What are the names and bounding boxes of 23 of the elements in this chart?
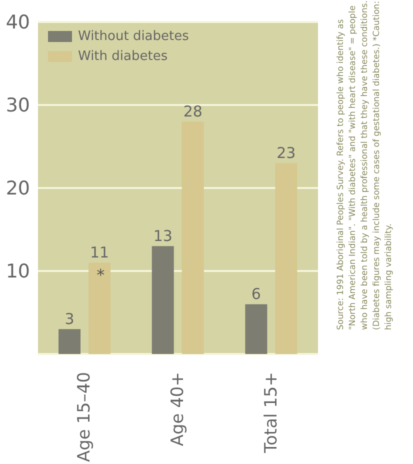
- x-tick-label: Total 15+: [261, 372, 282, 454]
- bar: [182, 122, 204, 354]
- bar: [88, 262, 111, 354]
- annotation: *: [96, 266, 105, 285]
- bar: [58, 329, 81, 354]
- y-tick-label: 10: [6, 260, 30, 283]
- bar: [245, 304, 268, 354]
- x-tick-label: Age 15–40: [74, 372, 95, 462]
- data-label: 23: [276, 144, 296, 162]
- legend-label: With diabetes: [78, 48, 168, 64]
- y-tick-label: 30: [6, 94, 30, 117]
- x-tick-label: Age 40+: [168, 372, 188, 446]
- y-tick-label: 40: [6, 12, 30, 34]
- bar: [275, 163, 298, 354]
- data-label: 28: [183, 102, 202, 121]
- data-label: 11: [90, 244, 110, 262]
- data-label: 13: [153, 227, 172, 246]
- data-label: 6: [251, 285, 261, 304]
- bar: [152, 246, 174, 354]
- source-note: Source: 1991 Aboriginal Peoples Survey. Refers to people who identify as "North American Indian". "With diabetes" and "with heart disease" = people who have been told by a health professional that they have these conditions. (Diabetes figures may include some cases of gestational diabetes.) *Caution: high sampling variability.: [335, 0, 395, 330]
- y-tick-label: 20: [6, 178, 30, 200]
- legend-label: Without diabetes: [78, 28, 189, 44]
- data-label: 3: [64, 310, 74, 328]
